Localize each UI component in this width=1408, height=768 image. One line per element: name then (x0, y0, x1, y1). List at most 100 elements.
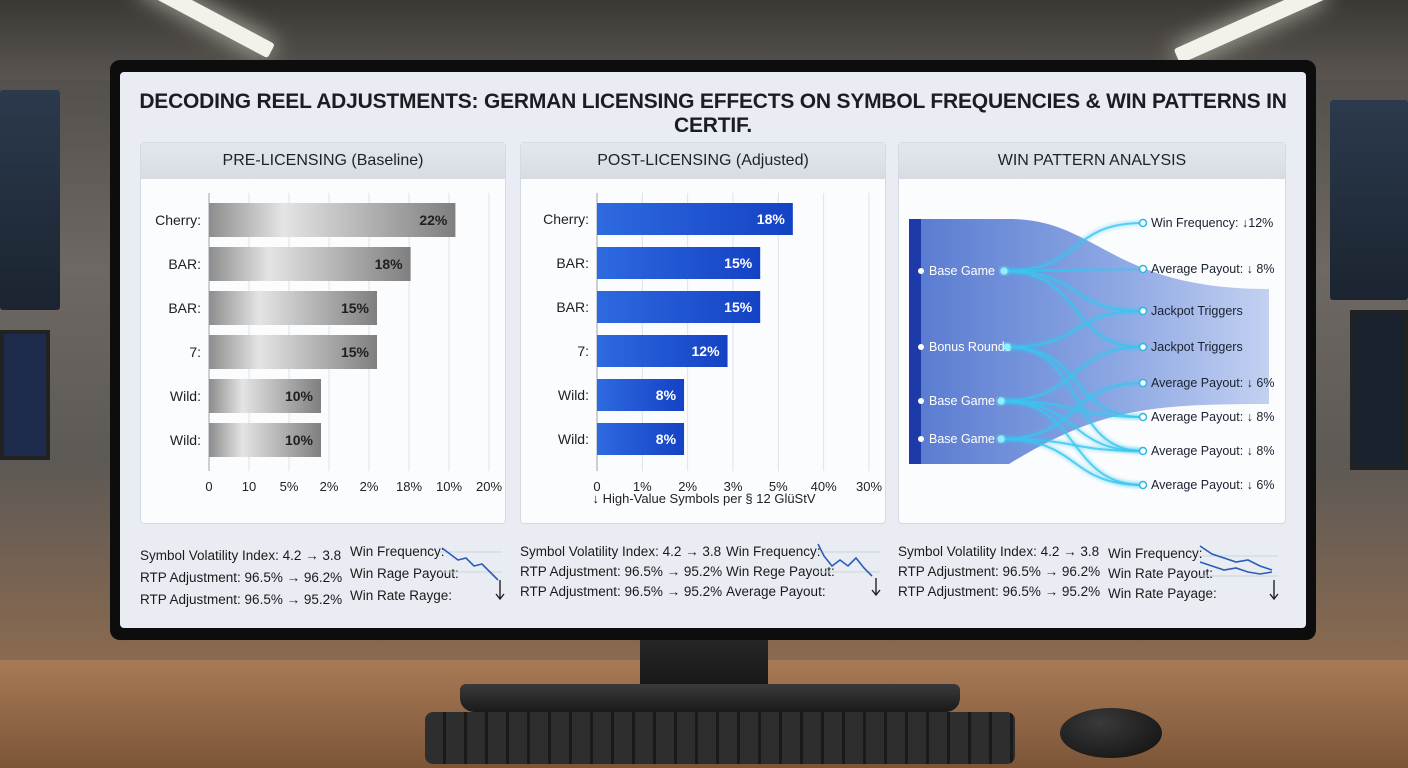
flow-link (1003, 270, 1144, 348)
stat-line: Symbol Volatility Index: 4.2 → 3.8 (520, 544, 722, 559)
flow-link (1000, 400, 1144, 452)
source-node (1003, 343, 1011, 351)
background-window (1330, 100, 1408, 300)
source-node (997, 435, 1005, 443)
stat-line: RTP Adjustment: 96.5% → 96.2% (140, 570, 343, 585)
source-label: Base Game (929, 432, 995, 446)
source-dot (918, 436, 924, 442)
flow-link (1003, 222, 1144, 272)
category-label: BAR: (556, 255, 589, 271)
bar (597, 379, 685, 411)
x-tick-label: 1% (633, 479, 652, 494)
value-label: 18% (757, 211, 786, 227)
source-dot (918, 398, 924, 404)
stat-label: Win Rate Payage: (1108, 586, 1217, 601)
dashboard-screen: DECODING REEL ADJUSTMENTS: GERMAN LICENS… (120, 72, 1306, 628)
target-node (1138, 306, 1148, 316)
category-label: Cherry: (543, 211, 589, 227)
flow-link (1000, 382, 1144, 440)
stats-block-pre: Symbol Volatility Index: 4.2 → 3.8 RTP A… (140, 540, 510, 610)
chart-footnote: ↓ High-Value Symbols per § 12 GlüStV (592, 491, 816, 506)
flow-link (1000, 400, 1144, 486)
win-pattern-panel: WIN PATTERN ANALYSIS Base Game Bonus Roun… (898, 142, 1286, 524)
panel-title: POST-LICENSING (Adjusted) (521, 143, 885, 179)
mouse[interactable] (1060, 708, 1162, 758)
source-dot (918, 268, 924, 274)
bar (209, 423, 321, 457)
target-node (1138, 480, 1148, 490)
x-tick-label: 0 (205, 479, 212, 494)
value-label: 10% (285, 388, 314, 404)
stat-label: Win Frequency: (1108, 546, 1203, 561)
flow-link (1006, 346, 1144, 452)
stat-line: Symbol Volatility Index: 4.2 → 3.8 (898, 544, 1100, 559)
stat-label: Win Rate Rayge: (350, 588, 453, 603)
background-monitor (1350, 310, 1408, 470)
flow-link (1003, 270, 1144, 312)
background-monitor (0, 330, 50, 460)
flow-link (1000, 400, 1144, 418)
category-label: 7: (577, 343, 589, 359)
value-label: 15% (724, 299, 753, 315)
target-label: Average Payout: ↓ 6% (1151, 376, 1274, 390)
x-tick-label: 5% (280, 479, 299, 494)
flow-link (1000, 438, 1144, 452)
category-label: Wild: (170, 432, 201, 448)
source-label: Bonus Rounds (929, 340, 1011, 354)
win-pattern-sankey: Base Game Bonus Rounds Base Game Base Game W… (909, 216, 1274, 492)
value-label: 22% (419, 212, 448, 228)
value-label: 8% (656, 431, 677, 447)
bar (209, 379, 321, 413)
x-tick-label: 2% (360, 479, 379, 494)
keyboard[interactable] (425, 712, 1015, 764)
bar (597, 423, 685, 455)
stat-label: Win Frequency: (726, 544, 821, 559)
source-label: Base Game (929, 394, 995, 408)
bar (209, 247, 411, 281)
stat-label: Win Rage Payout: (350, 566, 459, 581)
target-node (1138, 412, 1148, 422)
flow-link (1006, 310, 1144, 348)
target-label: Jackpot Triggers (1151, 340, 1243, 354)
category-label: Wild: (170, 388, 201, 404)
target-label: Jackpot Triggers (1151, 304, 1243, 318)
source-node (1000, 267, 1008, 275)
category-label: Cherry: (155, 212, 201, 228)
flow-link (1006, 346, 1144, 418)
trend-sparkline (816, 543, 881, 597)
flow-link (1000, 346, 1144, 402)
target-node (1138, 446, 1148, 456)
target-node (1138, 264, 1148, 274)
target-node (1138, 378, 1148, 388)
x-tick-label: 2% (678, 479, 697, 494)
bar (597, 247, 761, 279)
category-label: Wild: (558, 387, 589, 403)
bar (209, 203, 456, 237)
stat-label: Win Rege Payout: (726, 564, 835, 579)
panel-title: PRE-LICENSING (Baseline) (141, 143, 505, 179)
post-licensing-bar-chart: Cherry: 18% BAR: 15% BAR: 15% 7: 12% Wild: 8% Wild… (543, 193, 882, 494)
stat-line: RTP Adjustment: 96.5% → 95.2% (898, 584, 1101, 599)
panel-title: WIN PATTERN ANALYSIS (899, 143, 1285, 179)
target-label: Average Payout: ↓ 8% (1151, 444, 1274, 458)
bar (597, 203, 793, 235)
x-tick-label: 10% (436, 479, 462, 494)
background-window (0, 90, 60, 310)
target-label: Average Payout: ↓ 8% (1151, 262, 1274, 276)
flow-link (1000, 438, 1144, 486)
category-label: BAR: (168, 300, 201, 316)
stat-line: RTP Adjustment: 96.5% → 95.2% (520, 564, 723, 579)
value-label: 15% (341, 344, 370, 360)
x-tick-label: 2% (320, 479, 339, 494)
monitor-stand (640, 630, 768, 690)
stats-block-post: Symbol Volatility Index: 4.2 → 3.8 RTP A… (520, 540, 890, 610)
bar (209, 291, 377, 325)
target-label: Win Frequency: ↓12% (1151, 216, 1273, 230)
category-label: BAR: (556, 299, 589, 315)
stat-line: RTP Adjustment: 96.5% → 96.2% (898, 564, 1101, 579)
target-label: Average Payout: ↓ 8% (1151, 410, 1274, 424)
stats-block-win: Symbol Volatility Index: 4.2 → 3.8 RTP A… (898, 540, 1286, 610)
source-node (997, 397, 1005, 405)
monitor-stand-base (460, 684, 960, 712)
stat-line: RTP Adjustment: 96.5% → 95.2% (520, 584, 723, 599)
